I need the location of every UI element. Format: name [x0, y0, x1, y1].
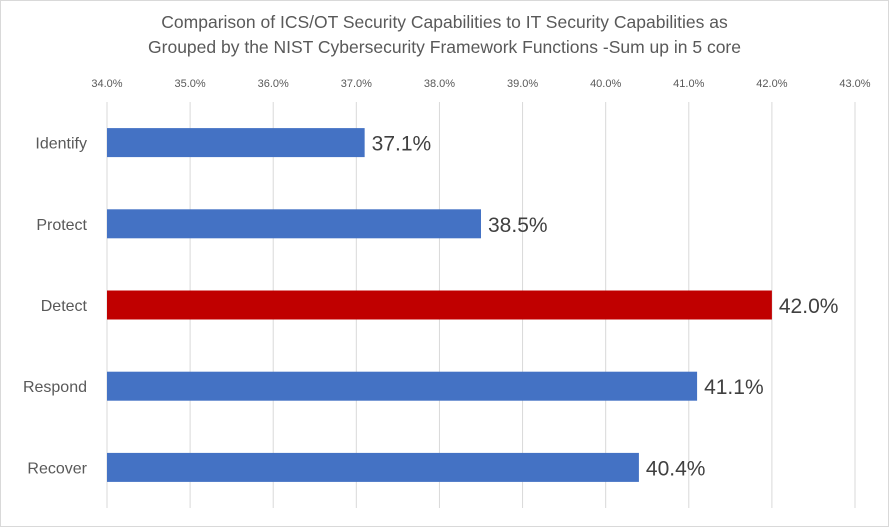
category-label: Recover — [27, 460, 87, 477]
x-tick-label: 43.0% — [839, 78, 870, 90]
data-label: 38.5% — [488, 214, 548, 237]
data-label: 40.4% — [646, 457, 706, 480]
chart-title: Comparison of ICS/OT Security Capabiliti… — [0, 10, 889, 60]
x-tick-label: 36.0% — [258, 78, 289, 90]
category-label: Identify — [35, 136, 87, 153]
bar-recover — [107, 452, 639, 482]
chart-title-line-1: Comparison of ICS/OT Security Capabiliti… — [161, 12, 728, 32]
category-labels: Identify Protect Detect Respond Recover — [23, 136, 88, 478]
x-tick-label: 42.0% — [756, 78, 787, 90]
x-axis-tick-labels: 34.0% 35.0% 36.0% 37.0% 38.0% 39.0% 40.0% 41.0%… — [91, 78, 870, 90]
x-tick-label: 39.0% — [507, 78, 538, 90]
bar-respond — [107, 371, 698, 401]
chart-title-line-2: Grouped by the NIST Cybersecurity Framew… — [148, 37, 741, 57]
bar-identify — [107, 128, 365, 158]
data-labels: 37.1% 38.5% 42.0% 41.1% 40.4% — [372, 133, 839, 481]
category-label: Protect — [36, 217, 87, 234]
bar-detect — [107, 290, 772, 320]
data-label: 37.1% — [372, 133, 432, 156]
x-tick-label: 37.0% — [341, 78, 372, 90]
bar-protect — [107, 209, 481, 239]
x-tick-label: 34.0% — [91, 78, 122, 90]
category-label: Respond — [23, 379, 87, 396]
data-label: 41.1% — [704, 376, 764, 399]
x-tick-label: 40.0% — [590, 78, 621, 90]
bars — [107, 128, 772, 482]
x-tick-label: 38.0% — [424, 78, 455, 90]
x-tick-label: 41.0% — [673, 78, 704, 90]
data-label: 42.0% — [779, 295, 839, 318]
x-tick-label: 35.0% — [175, 78, 206, 90]
category-label: Detect — [41, 298, 88, 315]
